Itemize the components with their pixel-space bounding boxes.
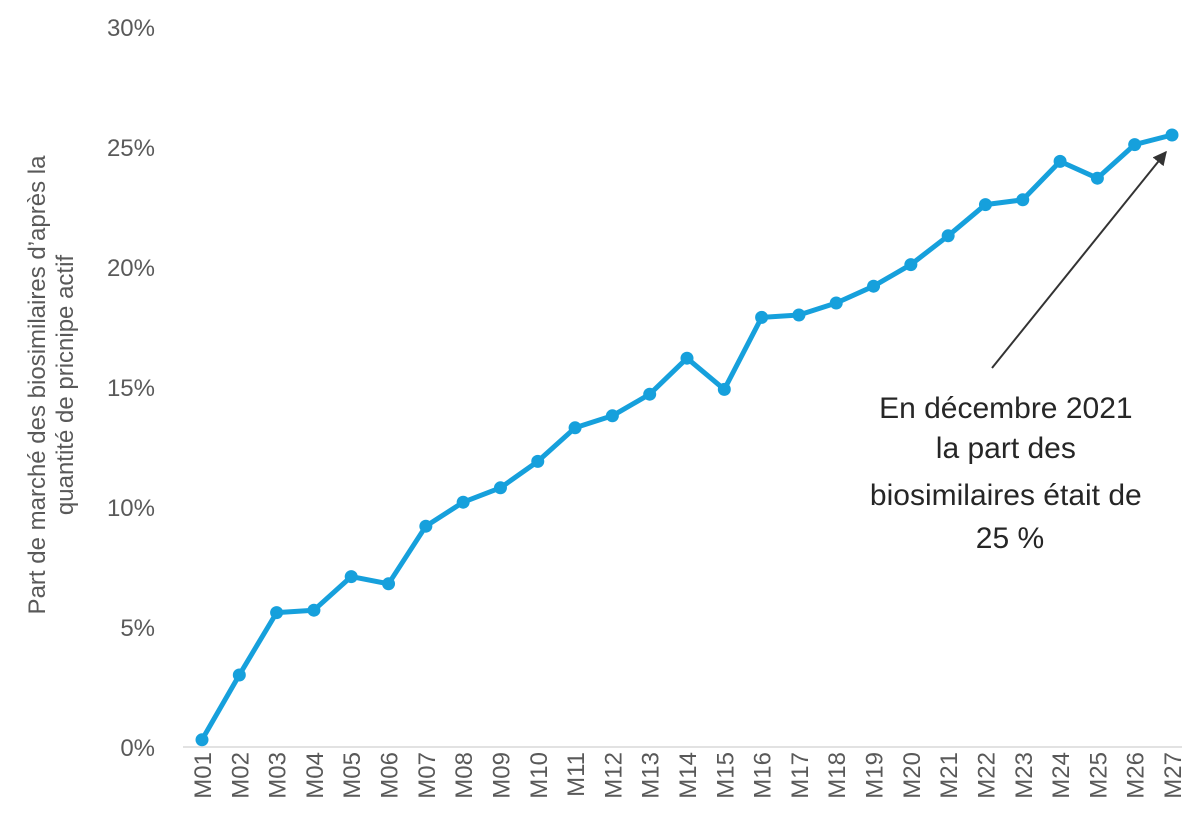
x-tick-label: M22 bbox=[973, 752, 1000, 799]
y-tick-label: 20% bbox=[107, 255, 155, 282]
x-tick-label: M09 bbox=[488, 752, 515, 799]
point bbox=[232, 668, 246, 682]
point bbox=[1128, 138, 1142, 152]
point bbox=[829, 296, 843, 310]
x-tick-label: M02 bbox=[227, 752, 254, 799]
x-tick-label: M12 bbox=[600, 752, 627, 799]
point bbox=[717, 382, 731, 396]
x-tick-label: M14 bbox=[675, 752, 702, 799]
point bbox=[792, 308, 806, 322]
y-axis-title: Part de marché des biosimilaires d’après… bbox=[24, 155, 79, 615]
point bbox=[456, 495, 470, 509]
annotation-arrow bbox=[991, 150, 1167, 369]
x-tick-label: M04 bbox=[302, 752, 329, 799]
y-tick-label: 10% bbox=[107, 495, 155, 522]
x-tick-label: M16 bbox=[750, 752, 777, 799]
point bbox=[755, 310, 769, 324]
x-tick-label: M27 bbox=[1160, 752, 1182, 799]
point bbox=[1053, 154, 1067, 168]
point bbox=[680, 351, 694, 365]
point bbox=[307, 603, 321, 617]
x-tick-label: M10 bbox=[526, 752, 553, 799]
x-tick-label: M13 bbox=[638, 752, 665, 799]
point bbox=[904, 258, 918, 272]
x-tick-label: M01 bbox=[190, 752, 217, 799]
point bbox=[195, 733, 209, 747]
y-tick-label: 0% bbox=[120, 735, 155, 762]
point bbox=[605, 409, 619, 423]
x-tick-label: M21 bbox=[936, 752, 963, 799]
point bbox=[867, 279, 881, 293]
annotation-line: la part des bbox=[936, 432, 1076, 465]
point bbox=[419, 519, 433, 533]
point bbox=[344, 570, 358, 584]
x-tick-label: M07 bbox=[414, 752, 441, 799]
point bbox=[382, 577, 396, 591]
y-tick-label: 15% bbox=[107, 375, 155, 402]
point bbox=[941, 229, 955, 243]
y-label-line: quantité de pricnipe actif bbox=[52, 255, 79, 516]
x-tick-label: M05 bbox=[339, 752, 366, 799]
annotation-line: biosimilaires était de bbox=[870, 479, 1142, 512]
y-label-line: Part de marché des biosimilaires d’après… bbox=[24, 155, 51, 615]
x-tick-label: M08 bbox=[451, 752, 478, 799]
point bbox=[978, 198, 992, 212]
x-tick-label: M11 bbox=[563, 752, 590, 797]
y-tick-label: 30% bbox=[107, 15, 155, 42]
x-tick-label: M20 bbox=[899, 752, 926, 799]
x-tick-label: M26 bbox=[1123, 752, 1150, 799]
point bbox=[1016, 193, 1030, 207]
point bbox=[270, 606, 284, 620]
x-tick-label: M23 bbox=[1011, 752, 1038, 799]
x-tick-label: M24 bbox=[1048, 752, 1075, 799]
point bbox=[493, 481, 507, 495]
annotation-line: 25 % bbox=[976, 522, 1044, 555]
x-tick-label: M25 bbox=[1085, 752, 1112, 799]
x-tick-label: M15 bbox=[712, 752, 739, 799]
x-tick-label: M06 bbox=[377, 752, 404, 799]
y-tick-label: 5% bbox=[120, 615, 155, 642]
annotation: En décembre 2021 la part des biosimilair… bbox=[870, 392, 1150, 555]
x-tick-label: M19 bbox=[862, 752, 889, 799]
x-tick-label: M17 bbox=[787, 752, 814, 799]
point bbox=[1165, 128, 1179, 142]
y-tick-label: 25% bbox=[107, 135, 155, 162]
point bbox=[568, 421, 582, 435]
x-tick-label: M18 bbox=[824, 752, 851, 799]
point bbox=[1090, 171, 1104, 185]
x-tick-label: M03 bbox=[265, 752, 292, 799]
annotation-line: En décembre 2021 bbox=[879, 392, 1133, 425]
point bbox=[531, 454, 545, 468]
point bbox=[643, 387, 657, 401]
